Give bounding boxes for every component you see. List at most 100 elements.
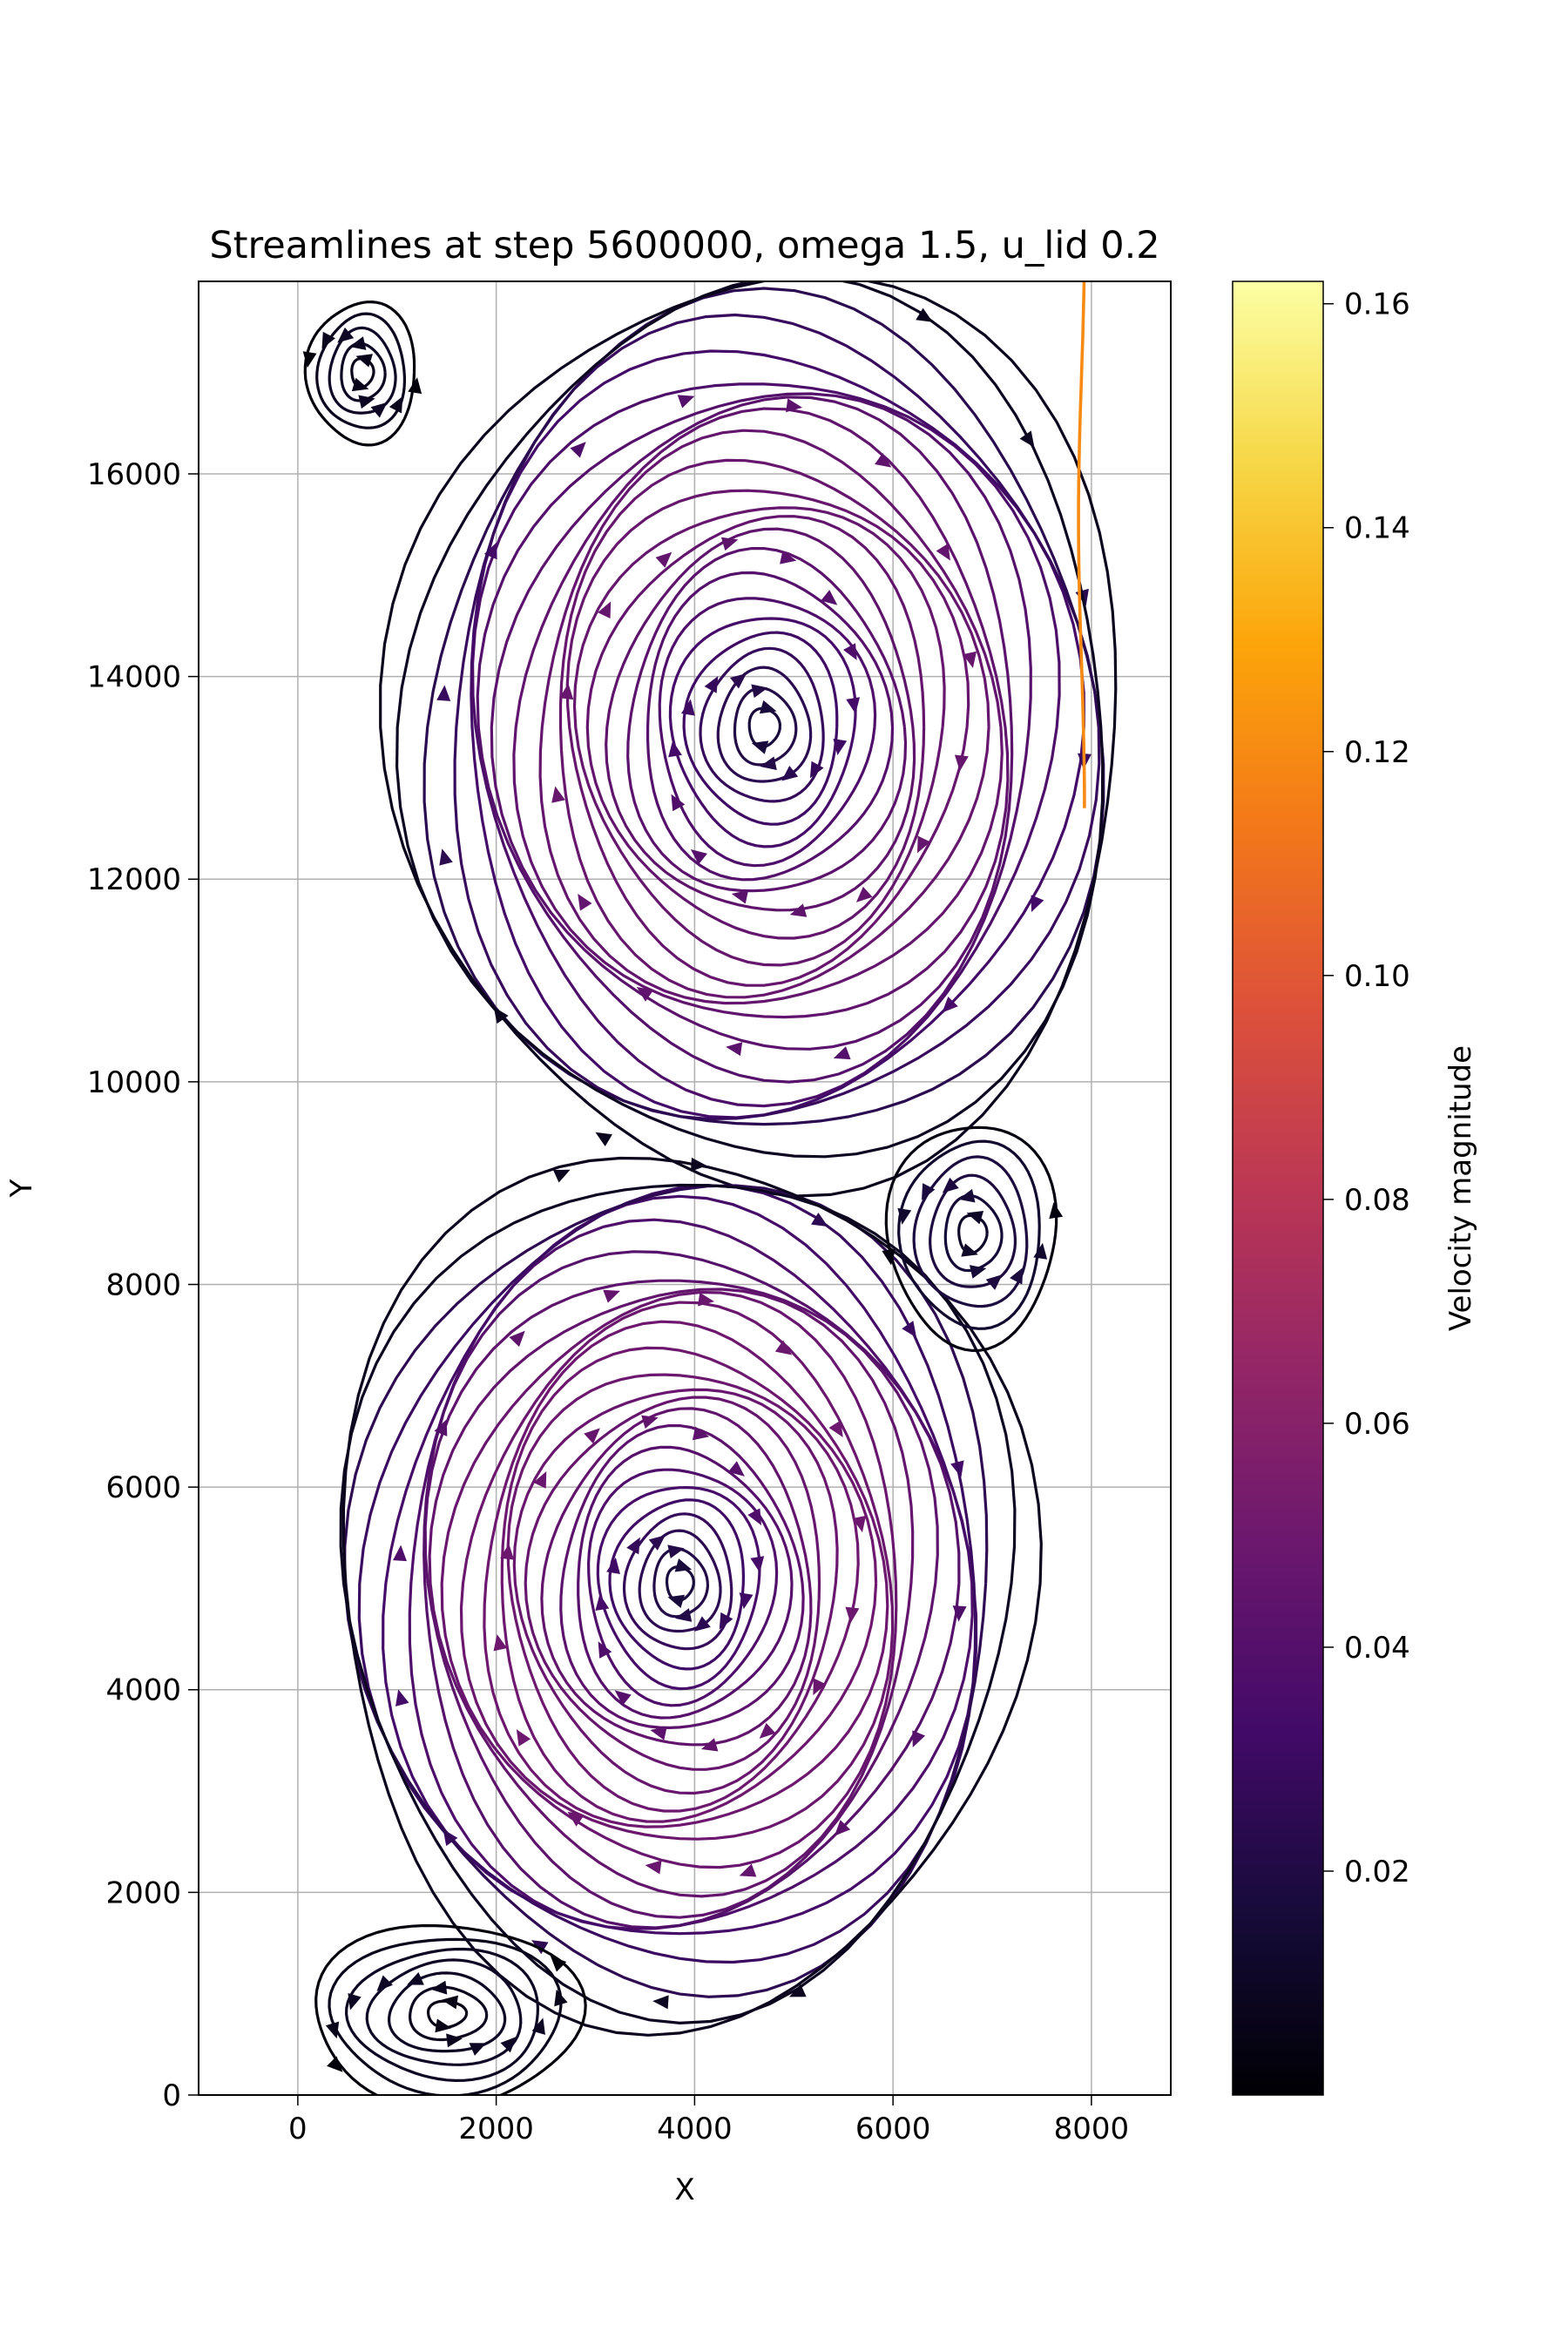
streamline-arrow [1033, 1242, 1048, 1260]
x-tick-label: 0 [288, 2112, 308, 2146]
y-tick-label: 2000 [105, 1876, 181, 1910]
streamline-arrow [559, 683, 574, 700]
streamline-arrow [436, 685, 451, 701]
streamline-arrow [493, 1634, 508, 1652]
streamline [357, 1184, 977, 1964]
streamline-arrow [500, 2037, 517, 2053]
y-axis-ticks: 0 2000 4000 6000 8000 10000 12000 14000 16000 [87, 457, 199, 2113]
streamline-arrow [692, 1426, 710, 1441]
lid-jet-streamline [1077, 281, 1086, 808]
streamlines [302, 281, 1118, 2095]
streamline-arrow [963, 651, 977, 669]
colorbar-tick-label: 0.08 [1344, 1183, 1410, 1218]
streamline-arrow [952, 1605, 967, 1622]
streamline [459, 1301, 895, 1841]
colorbar-tick-label: 0.10 [1344, 959, 1410, 994]
streamline [658, 597, 877, 868]
streamline [884, 1125, 1058, 1353]
streamline-arrow [760, 756, 777, 771]
streamline-arrow [727, 1461, 745, 1477]
streamline-arrow [552, 1169, 571, 1183]
streamline-arrow [430, 1980, 448, 1995]
streamline-arrow [550, 1956, 567, 1972]
streamline-arrow [648, 1535, 666, 1551]
streamline-arrow [921, 1183, 936, 1200]
streamline-arrow [731, 889, 749, 904]
streamline-arrow [667, 1544, 685, 1559]
x-tick-label: 6000 [855, 2112, 931, 2146]
colorbar-tick-label: 0.04 [1344, 1631, 1410, 1666]
streamline-arrow [641, 1415, 659, 1429]
streamline-arrow [759, 700, 777, 714]
streamline-arrow [578, 893, 592, 911]
colorbar-tick-label: 0.02 [1344, 1855, 1410, 1889]
streamline [747, 706, 782, 748]
streamline [512, 1388, 839, 1795]
streamline-arrow [446, 2033, 463, 2048]
streamline [476, 392, 1032, 1084]
streamline [577, 1445, 794, 1720]
plot-frame [198, 280, 1172, 2096]
streamline [315, 312, 406, 429]
streamline-arrow [1010, 1267, 1024, 1285]
streamline-arrow [751, 740, 769, 754]
streamline-arrow [788, 1984, 807, 1997]
streamline-arrow [321, 331, 335, 349]
streamline-arrow [786, 398, 803, 413]
streamline-arrow [875, 452, 892, 468]
streamline-arrow [828, 1420, 843, 1438]
x-tick-label: 8000 [1054, 2112, 1130, 2146]
streamline [524, 1396, 821, 1771]
streamline-arrow [897, 1207, 912, 1225]
streamline [339, 1183, 1017, 2025]
streamline [565, 489, 970, 987]
x-tick-label: 2000 [458, 2112, 534, 2146]
streamline [365, 1958, 523, 2066]
streamline-arrow [337, 327, 355, 343]
colorbar [1232, 280, 1324, 2096]
streamline-arrow [395, 1689, 409, 1707]
streamline-arrow [567, 1811, 585, 1827]
streamline [341, 1156, 1043, 2037]
streamline [506, 1373, 860, 1813]
streamline [645, 571, 895, 882]
x-axis-label: X [674, 2173, 694, 2207]
streamline-arrow [441, 1995, 459, 2010]
streamline [379, 281, 1118, 1198]
streamline-arrow [750, 1556, 765, 1573]
streamline [682, 631, 839, 826]
streamline [699, 646, 825, 803]
y-tick-label: 8000 [105, 1267, 181, 1302]
streamline [422, 287, 1105, 1126]
streamline-arrow [603, 1289, 620, 1303]
streamline-arrow [781, 766, 799, 781]
streamline-arrow [1049, 1202, 1064, 1220]
streamline-arrow [833, 1046, 851, 1060]
streamline-arrow [355, 354, 373, 368]
streamline [512, 407, 1010, 1019]
streamline [440, 1290, 898, 1869]
streamline-arrow [916, 308, 933, 322]
streamline [626, 546, 908, 893]
streamline [608, 1498, 746, 1671]
streamline-arrow [652, 1995, 669, 2010]
streamline-arrow [650, 1726, 667, 1740]
streamline-arrow [729, 673, 747, 689]
streamline-arrow [327, 2056, 343, 2072]
streamline-arrow [531, 2017, 545, 2035]
streamline [572, 506, 946, 967]
streamline [423, 1279, 939, 1919]
streamline-arrow [942, 1177, 959, 1193]
streamline-arrow [469, 2043, 487, 2056]
streamline-arrow [719, 1612, 733, 1630]
streamline-arrow [846, 697, 861, 714]
streamline-arrow [821, 590, 838, 605]
streamline-arrow [690, 848, 707, 865]
streamline-arrow [917, 835, 931, 854]
streamline-arrow [813, 1678, 827, 1696]
streamline-arrow [789, 903, 808, 917]
streamline-arrow [1019, 430, 1035, 448]
streamline-arrow [780, 551, 797, 564]
streamline-arrow [584, 1428, 600, 1444]
chart-title: Streamlines at step 5600000, omega 1.5, … [209, 224, 1159, 267]
